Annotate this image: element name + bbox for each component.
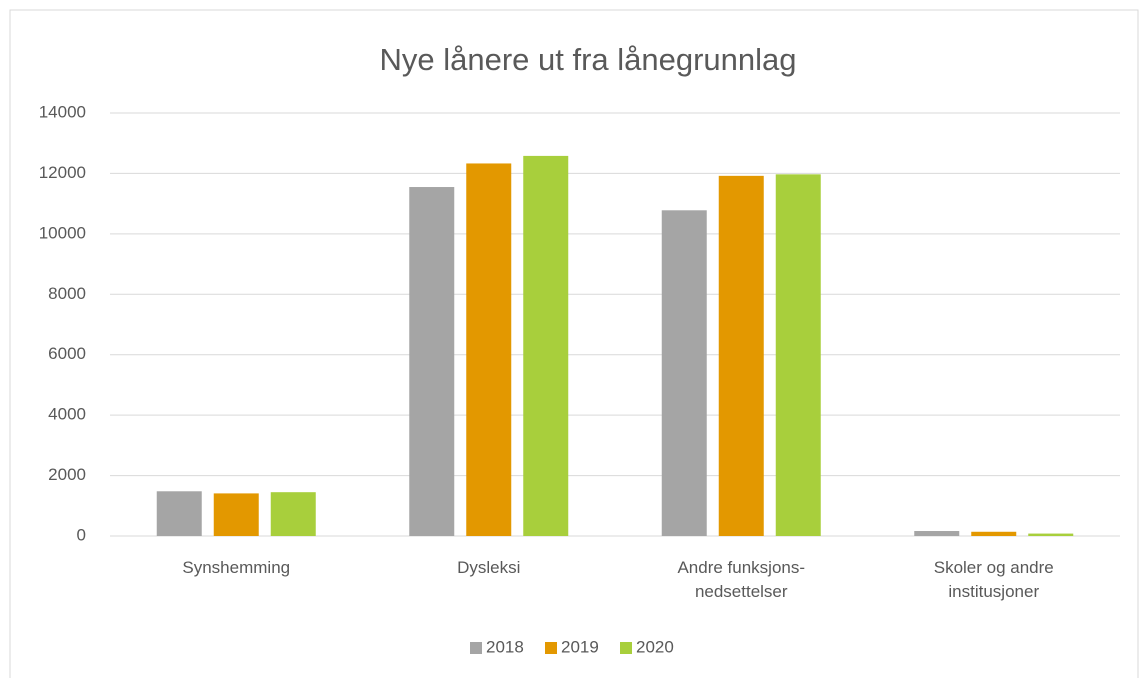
chart-title: Nye lånere ut fra lånegrunnlag xyxy=(379,42,796,77)
legend-swatch xyxy=(470,642,482,654)
bar xyxy=(409,187,455,536)
bar xyxy=(775,174,821,536)
y-tick-label: 8000 xyxy=(48,284,86,303)
y-tick-label: 6000 xyxy=(48,344,86,363)
x-tick-label: Synshemming xyxy=(182,558,291,577)
bar xyxy=(523,155,569,536)
y-tick-label: 14000 xyxy=(39,102,86,121)
bar xyxy=(914,531,960,536)
legend-swatch xyxy=(545,642,557,654)
y-tick-label: 0 xyxy=(77,525,86,544)
bar xyxy=(466,163,512,536)
bar xyxy=(213,493,259,536)
bar xyxy=(971,531,1017,536)
legend-label: 2019 xyxy=(561,637,599,656)
y-tick-label: 12000 xyxy=(39,163,86,182)
x-tick-label: Skoler og andre institusjoner xyxy=(933,558,1054,601)
bar xyxy=(661,210,707,537)
bar xyxy=(270,492,316,536)
legend-swatch xyxy=(620,642,632,654)
legend-label: 2018 xyxy=(486,637,524,656)
bar xyxy=(1028,533,1074,536)
bar xyxy=(718,175,764,537)
x-tick-label: Dysleksi xyxy=(457,558,521,577)
y-tick-label: 10000 xyxy=(39,223,86,242)
y-tick-label: 4000 xyxy=(48,405,86,424)
bar xyxy=(156,491,202,536)
chart-frame xyxy=(9,9,1139,678)
x-tick-label: Andre funksjons- nedsettelser xyxy=(677,558,806,601)
y-tick-label: 2000 xyxy=(48,465,86,484)
legend-label: 2020 xyxy=(636,637,674,656)
